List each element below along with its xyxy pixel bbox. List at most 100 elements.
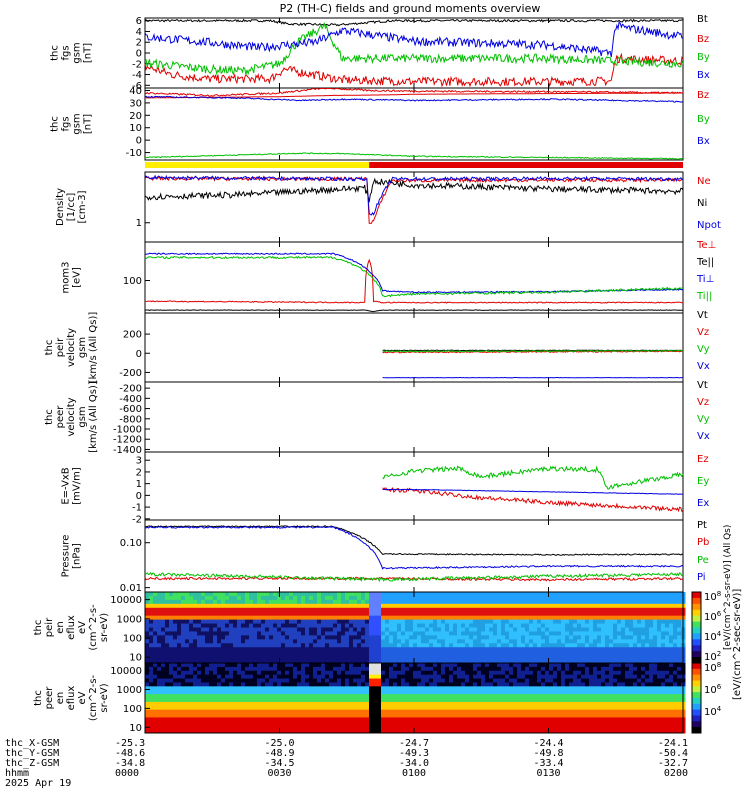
spectrogram-cell — [341, 655, 346, 660]
spectrogram-cell — [205, 623, 210, 628]
spectrogram-cell — [529, 682, 534, 687]
spectrogram-cell — [385, 607, 390, 613]
spectrogram-cell — [189, 619, 194, 625]
spectrogram-cell — [501, 705, 506, 711]
spectrogram-cell — [545, 694, 550, 699]
spectrogram-cell — [541, 682, 546, 687]
spectrogram-cell — [417, 659, 422, 664]
spectrogram-cell — [473, 663, 478, 668]
spectrogram-cell — [285, 682, 290, 687]
spectrogram-cell — [237, 698, 242, 703]
spectrogram-cell — [541, 690, 546, 695]
spectrogram-cell — [337, 713, 342, 718]
y-axis-label: velocity — [66, 397, 77, 436]
spectrogram-cell — [457, 611, 462, 617]
spectrogram-cell — [381, 659, 386, 664]
spectrogram-cell — [449, 639, 454, 644]
spectrogram-cell — [497, 659, 502, 664]
spectrogram-cell — [453, 647, 458, 652]
spectrogram-cell — [401, 725, 406, 730]
spectrogram-cell — [241, 615, 246, 621]
spectrogram-cell — [193, 701, 198, 707]
spectrogram-cell — [289, 682, 294, 687]
spectrogram-cell — [441, 686, 446, 691]
spectrogram-cell — [529, 651, 534, 656]
spectrogram-cell — [293, 603, 298, 609]
spectrogram-cell — [497, 623, 502, 628]
spectrogram-cell — [541, 592, 546, 597]
spectrogram-cell — [585, 599, 590, 605]
spectrogram-cell — [641, 682, 646, 687]
spectrogram-cell — [645, 619, 650, 625]
spectrogram-cell — [381, 607, 386, 613]
spectrogram-cell — [545, 713, 550, 718]
spectrogram-cell — [221, 725, 226, 730]
spectrogram-cell — [565, 678, 570, 683]
spectrogram-cell — [397, 674, 402, 680]
spectrogram-cell — [429, 717, 434, 722]
spectrogram-cell — [505, 717, 510, 722]
spectrogram-cell — [185, 725, 190, 730]
spectrogram-cell — [325, 659, 330, 664]
spectrogram-cell — [393, 670, 398, 676]
spectrogram-cell — [257, 631, 262, 636]
spectrogram-cell — [605, 639, 610, 644]
spectrogram-cell — [473, 635, 478, 640]
spectrogram-cell — [513, 678, 518, 683]
spectrogram-cell — [589, 721, 594, 726]
spectrogram-cell — [401, 619, 406, 625]
spectrogram-cell — [445, 647, 450, 652]
spectrogram-cell — [229, 694, 234, 699]
spectrogram-cell — [193, 686, 198, 691]
spectrogram-cell — [273, 619, 278, 625]
spectrogram-cell — [345, 635, 350, 640]
spectrogram-cell — [145, 717, 150, 722]
spectrogram-cell — [677, 592, 682, 597]
spectrogram-cell — [625, 666, 630, 672]
spectrogram-cell — [249, 627, 254, 632]
spectrogram-cell — [469, 592, 474, 597]
spectrogram-cell — [257, 659, 262, 664]
spectrogram-cell — [333, 627, 338, 632]
spectrogram-cell — [233, 619, 238, 625]
spectrogram-cell — [453, 663, 458, 668]
spectrogram-cell — [405, 595, 410, 601]
legend-entry: Vt — [697, 310, 708, 321]
spectrogram-cell — [389, 682, 394, 687]
spectrogram-cell — [521, 651, 526, 656]
spectrogram-cell — [477, 607, 482, 613]
spectrogram-cell — [669, 647, 674, 652]
spectrogram-cell — [501, 611, 506, 617]
spectrogram-cell — [309, 725, 314, 730]
spectrogram-cell — [161, 611, 166, 617]
spectrogram-cell — [241, 619, 246, 625]
spectrogram-cell — [613, 639, 618, 644]
spectrogram-cell — [285, 678, 290, 683]
spectrogram-cell — [245, 659, 250, 664]
spectrogram-cell — [265, 729, 270, 734]
spectrogram-cell — [249, 717, 254, 722]
spectrogram-cell — [537, 611, 542, 617]
spectrogram-cell — [213, 592, 218, 597]
spectrogram-cell — [517, 659, 522, 664]
spectrogram-cell — [169, 670, 174, 676]
spectrogram-cell — [217, 627, 222, 632]
spectrogram-cell — [509, 725, 514, 730]
spectrogram-cell — [229, 651, 234, 656]
spectrogram-cell — [225, 694, 230, 699]
spectrogram-cell — [625, 678, 630, 683]
spectrogram-cell — [489, 709, 494, 715]
spectrogram-cell — [605, 670, 610, 676]
spectrogram-cell — [229, 635, 234, 640]
spectrogram-cell — [601, 615, 606, 621]
spectrogram-cell — [517, 635, 522, 640]
spectrogram-cell — [417, 635, 422, 640]
spectrogram-cell — [621, 690, 626, 695]
spectrogram-cell — [181, 639, 186, 644]
spectrogram-cell — [349, 607, 354, 613]
spectrogram-cell — [585, 635, 590, 640]
spectrogram-cell — [545, 615, 550, 621]
spectrogram-cell — [677, 611, 682, 617]
spectrogram-cell — [325, 615, 330, 621]
